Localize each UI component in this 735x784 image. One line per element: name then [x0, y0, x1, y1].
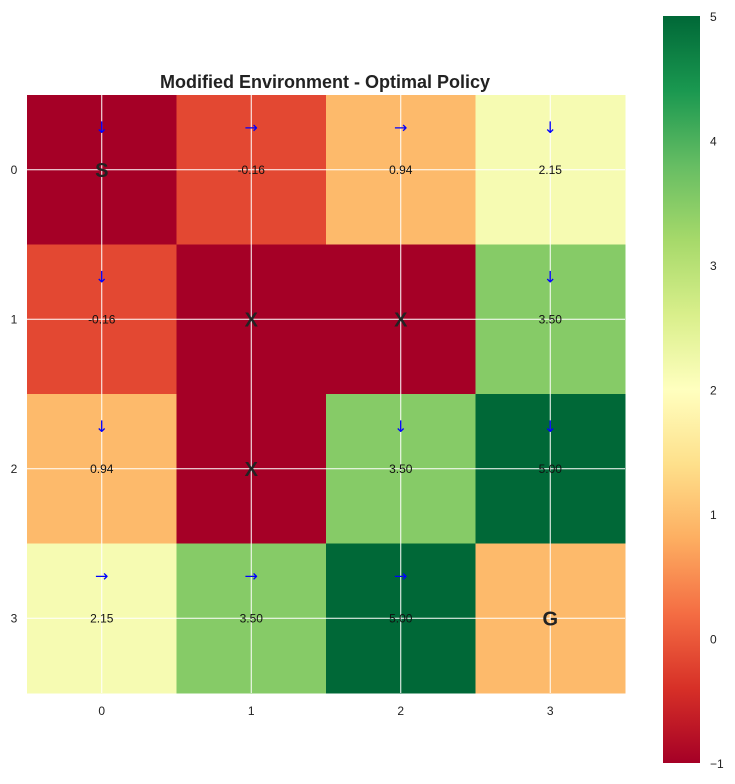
y-tick-label: 2	[11, 462, 18, 476]
cell-marker-label: S	[95, 160, 108, 182]
colorbar-tick-label: 4	[710, 135, 717, 149]
policy-arrow: →	[245, 118, 258, 137]
cell-value-label: 5.00	[389, 611, 413, 625]
cell-value-label: -0.16	[238, 163, 266, 177]
colorbar-scale	[663, 16, 700, 763]
policy-arrow: →	[95, 566, 108, 585]
cell-value-label: 2.15	[539, 163, 563, 177]
policy-arrow: ↓	[544, 118, 557, 137]
x-axis-ticks: 0 1 2 3	[98, 704, 554, 718]
policy-arrow: →	[394, 566, 407, 585]
y-tick-label: 1	[11, 312, 18, 326]
cell-value-label: 0.94	[389, 163, 413, 177]
cell-value-label: 5.00	[539, 462, 563, 476]
x-tick-label: 0	[98, 704, 105, 718]
chart-title: Modified Environment - Optimal Policy	[160, 72, 490, 92]
cell-value-label: 3.50	[240, 611, 264, 625]
colorbar: −1 0 1 2 3 4 5	[663, 10, 724, 771]
gridlines	[27, 95, 625, 693]
y-tick-label: 3	[11, 611, 18, 625]
cell-value-label: 3.50	[389, 462, 413, 476]
colorbar-tick-label: 1	[710, 508, 717, 522]
cell-marker-label: X	[245, 309, 259, 331]
cell-value-label: 3.50	[539, 312, 563, 326]
x-tick-label: 1	[248, 704, 255, 718]
policy-arrow: ↓	[544, 267, 557, 286]
colorbar-tick-label: 3	[710, 259, 717, 273]
policy-arrow: ↓	[95, 417, 108, 436]
cell-value-label: 0.94	[90, 462, 114, 476]
x-tick-label: 3	[547, 704, 554, 718]
cell-value-label: -0.16	[88, 312, 116, 326]
colorbar-tick-label: 5	[710, 10, 717, 24]
y-tick-label: 0	[11, 163, 18, 177]
cell-value-label: 2.15	[90, 611, 114, 625]
x-tick-label: 2	[397, 704, 404, 718]
colorbar-tick-label: 2	[710, 384, 717, 398]
policy-arrow: →	[245, 566, 258, 585]
policy-arrow: →	[394, 118, 407, 137]
heatmap-cells	[27, 95, 626, 694]
colorbar-tick-label: 0	[710, 633, 717, 647]
y-axis-ticks: 0 1 2 3	[11, 163, 18, 626]
cell-marker-label: X	[245, 459, 259, 481]
policy-arrow: ↓	[394, 417, 407, 436]
colorbar-tick-label: −1	[710, 757, 724, 771]
cell-labels: S ↓ -0.16 → 0.94 → 2.15 ↓ -0.16 ↓ X X 3.50 ↓ 0.94 ↓ X 3.5…	[88, 118, 562, 631]
cell-marker-label: G	[542, 608, 558, 630]
cell-marker-label: X	[394, 309, 408, 331]
policy-arrow: ↓	[95, 118, 108, 137]
policy-arrow: ↓	[544, 417, 557, 436]
policy-arrow: ↓	[95, 267, 108, 286]
